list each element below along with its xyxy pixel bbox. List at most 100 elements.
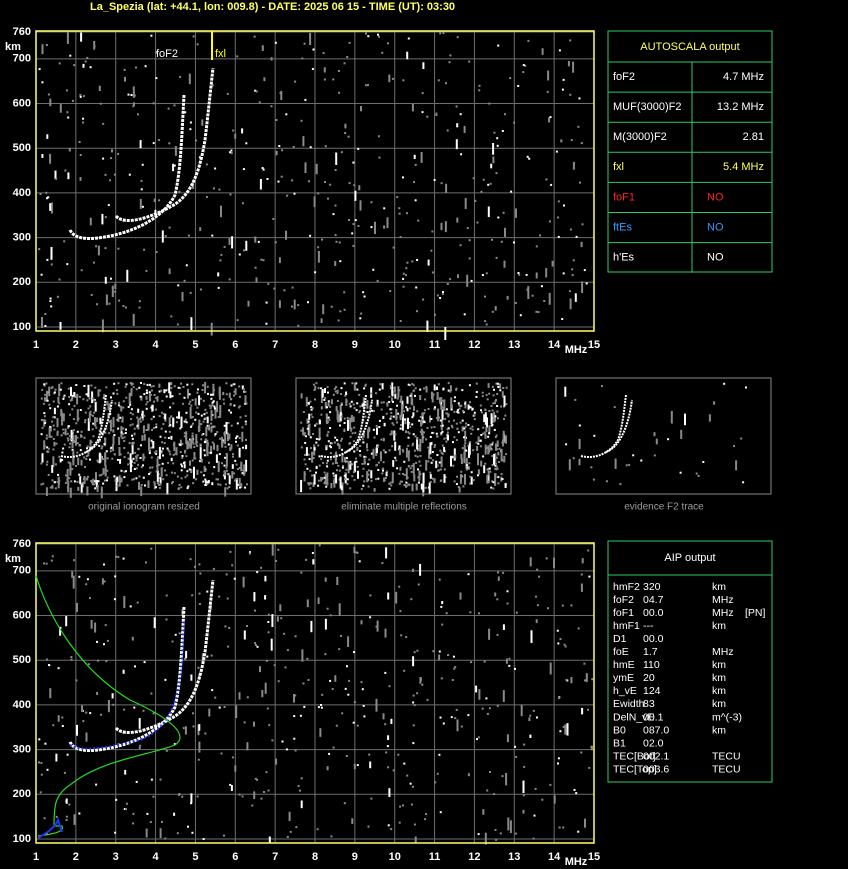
noise (324, 397, 327, 400)
noise (428, 449, 431, 458)
noise (58, 62, 61, 65)
noise (130, 464, 133, 467)
noise (53, 391, 56, 394)
noise (461, 419, 464, 422)
noise (187, 388, 189, 399)
noise (344, 472, 347, 484)
noise (413, 651, 416, 654)
noise (100, 713, 102, 716)
noise (564, 724, 567, 735)
noise (123, 68, 126, 71)
aip-cell: 1.7 (643, 646, 658, 658)
noise (326, 422, 329, 424)
noise (309, 234, 312, 237)
noise (307, 402, 310, 405)
noise (219, 411, 222, 418)
noise (139, 198, 142, 209)
noise (523, 765, 526, 768)
noise (197, 666, 200, 669)
noise (54, 487, 57, 490)
noise (185, 421, 188, 424)
noise (148, 449, 151, 455)
noise (432, 431, 435, 434)
noise (477, 428, 480, 431)
noise (136, 601, 139, 604)
noise (238, 692, 241, 700)
noise (558, 826, 561, 829)
noise (459, 421, 462, 424)
noise (437, 79, 440, 82)
noise (202, 480, 205, 483)
noise (142, 709, 145, 712)
noise (443, 474, 446, 483)
noise (217, 416, 220, 419)
noise (423, 421, 426, 424)
noise (468, 60, 471, 63)
noise (280, 175, 283, 178)
noise (386, 402, 389, 407)
noise (65, 616, 68, 627)
noise (115, 389, 118, 392)
noise (223, 706, 226, 708)
noise (123, 808, 126, 810)
noise (183, 435, 186, 438)
noise (254, 89, 257, 92)
noise (350, 415, 353, 423)
noise (313, 389, 316, 391)
noise (85, 732, 88, 742)
noise (153, 482, 156, 490)
noise (212, 567, 215, 570)
noise (231, 464, 234, 469)
noise (93, 411, 96, 414)
noise (491, 409, 494, 412)
noise (138, 300, 141, 303)
noise (142, 464, 144, 467)
noise (387, 735, 390, 741)
noise (191, 383, 194, 386)
noise (219, 483, 222, 486)
row-name: ftEs (613, 221, 632, 233)
row-name: foF2 (613, 71, 635, 83)
noise (581, 558, 584, 564)
noise (406, 51, 409, 60)
noise (424, 818, 427, 821)
noise (343, 802, 346, 805)
noise (376, 279, 379, 282)
noise (390, 718, 393, 724)
noise (429, 415, 431, 423)
noise (547, 70, 550, 81)
noise (338, 469, 341, 472)
noise (80, 435, 82, 438)
noise (450, 716, 453, 719)
noise (417, 583, 420, 586)
noise (440, 451, 443, 454)
noise (422, 298, 425, 301)
noise (443, 437, 446, 440)
noise (346, 457, 348, 460)
noise (216, 401, 219, 413)
noise (40, 273, 43, 276)
noise (566, 723, 569, 736)
noise (505, 435, 507, 444)
noise (229, 151, 232, 154)
x-tick-label: 14 (548, 851, 561, 863)
noise (436, 454, 439, 456)
noise (437, 408, 440, 422)
noise (101, 213, 104, 225)
noise (120, 431, 123, 434)
noise (78, 575, 81, 578)
noise (98, 444, 101, 447)
noise (164, 413, 167, 420)
y-tick-label: 100 (13, 321, 31, 333)
noise (83, 456, 86, 459)
noise (55, 442, 58, 445)
noise (220, 205, 222, 218)
noise (455, 139, 458, 150)
noise (352, 721, 355, 724)
noise (261, 167, 264, 169)
noise (370, 470, 373, 479)
noise (503, 395, 506, 407)
noise (271, 544, 274, 556)
noise (457, 274, 459, 278)
noise (43, 384, 46, 387)
